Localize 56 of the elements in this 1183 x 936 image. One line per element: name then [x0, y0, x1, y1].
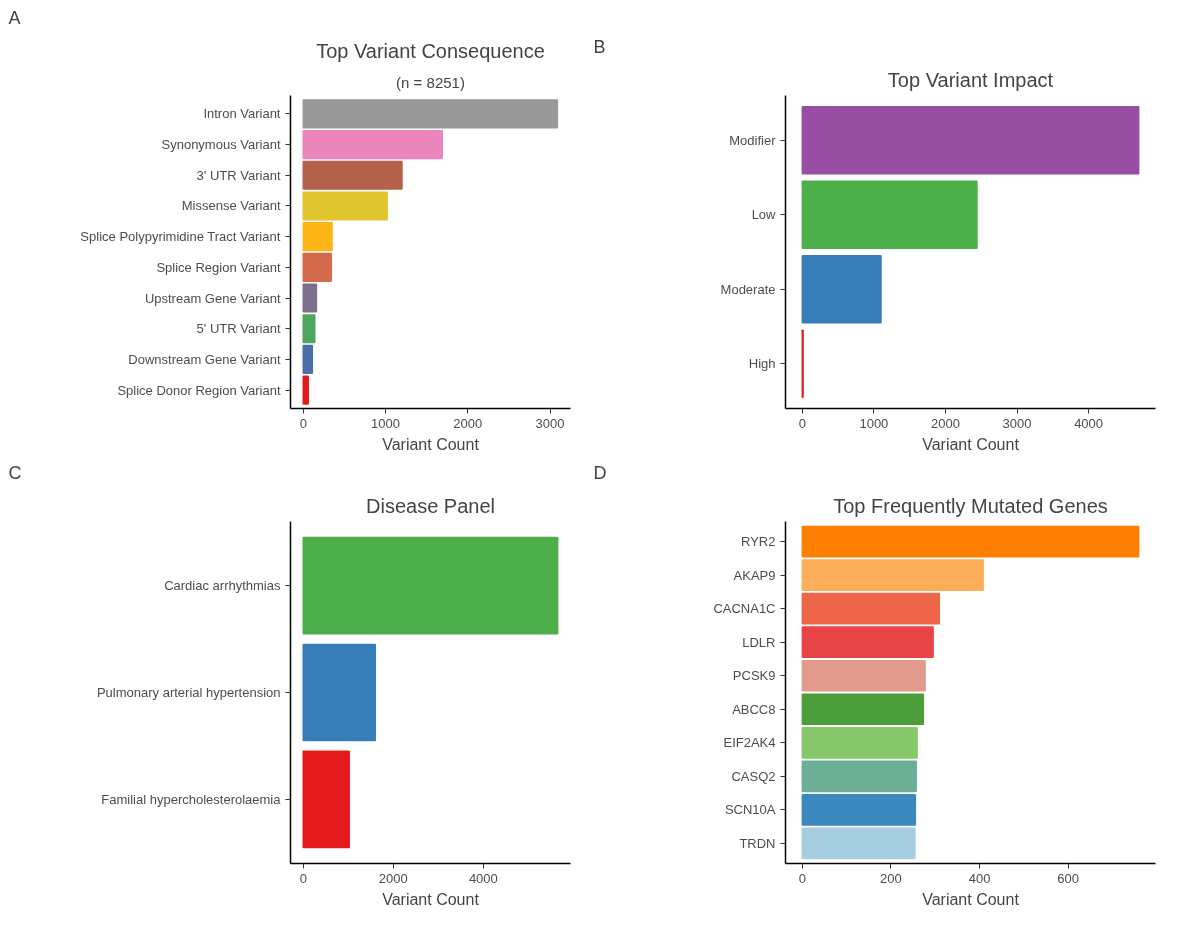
y-tick-label: SCN10A [724, 802, 776, 818]
y-tick-label: PCSK9 [732, 668, 776, 684]
x-tick-label: 400 [968, 870, 991, 886]
y-tick-label: Intron Variant [203, 106, 281, 122]
x-axis-title: Variant Count [922, 890, 1020, 908]
y-tick-label: High [748, 356, 776, 372]
chart-title: Top Variant Impact [887, 68, 1054, 91]
x-tick-label: 0 [299, 415, 307, 431]
y-tick-label: Splice Donor Region Variant [117, 382, 281, 398]
text: D [593, 462, 607, 483]
chart-subtitle: (n = 8251) [396, 73, 465, 91]
y-tick-label: RYR2 [741, 534, 776, 550]
y-tick-label: Downstream Gene Variant [128, 351, 281, 367]
x-tick-label: 600 [1057, 870, 1080, 886]
y-tick-label: LDLR [742, 634, 776, 650]
y-tick-label: 3' UTR Variant [196, 167, 281, 183]
y-tick-label: EIF2AK4 [723, 735, 776, 751]
x-tick-label: 0 [299, 870, 307, 886]
text: C [8, 462, 22, 483]
x-axis-title: Variant Count [382, 890, 480, 908]
y-tick-label: Cardiac arrhythmias [164, 578, 281, 594]
y-tick-label: CASQ2 [731, 768, 776, 784]
x-tick-label: 3000 [535, 415, 565, 431]
x-axis-title: Variant Count [922, 435, 1020, 453]
text: B [593, 36, 606, 57]
chart-title: Disease Panel [366, 494, 495, 517]
y-tick-label: Synonymous Variant [161, 137, 281, 153]
y-tick-label: AKAP9 [733, 567, 776, 583]
x-tick-label: 0 [798, 870, 806, 886]
x-axis-title: Variant Count [382, 435, 480, 453]
y-tick-label: TRDN [739, 835, 776, 851]
x-tick-label: 1000 [371, 415, 400, 431]
y-tick-label: Modifier [729, 132, 777, 148]
y-tick-label: 5' UTR Variant [196, 321, 281, 337]
y-tick-label: Moderate [720, 281, 776, 297]
chart-title: Top Variant Consequence [316, 39, 545, 62]
x-tick-label: 1000 [859, 415, 889, 431]
y-tick-label: Missense Variant [181, 198, 281, 214]
y-tick-label: ABCC8 [732, 701, 776, 717]
y-tick-label: CACNA1C [713, 601, 776, 617]
text: A [8, 7, 21, 28]
x-tick-label: 2000 [378, 870, 408, 886]
x-tick-label: 4000 [468, 870, 498, 886]
y-tick-label: Splice Region Variant [156, 259, 281, 275]
y-tick-label: Familial hypercholesterolaemia [101, 791, 282, 807]
x-tick-label: 2000 [930, 415, 960, 431]
x-tick-label: 2000 [453, 415, 483, 431]
x-tick-label: 200 [880, 870, 902, 886]
x-tick-label: 4000 [1074, 415, 1104, 431]
y-tick-label: Upstream Gene Variant [144, 290, 281, 306]
x-tick-label: 3000 [1002, 415, 1032, 431]
y-tick-label: Low [751, 207, 777, 223]
chart-title: Top Frequently Mutated Genes [833, 494, 1108, 517]
x-tick-label: 0 [798, 415, 806, 431]
y-tick-label: Splice Polypyrimidine Tract Variant [80, 229, 281, 245]
y-tick-label: Pulmonary arterial hypertension [96, 685, 281, 700]
